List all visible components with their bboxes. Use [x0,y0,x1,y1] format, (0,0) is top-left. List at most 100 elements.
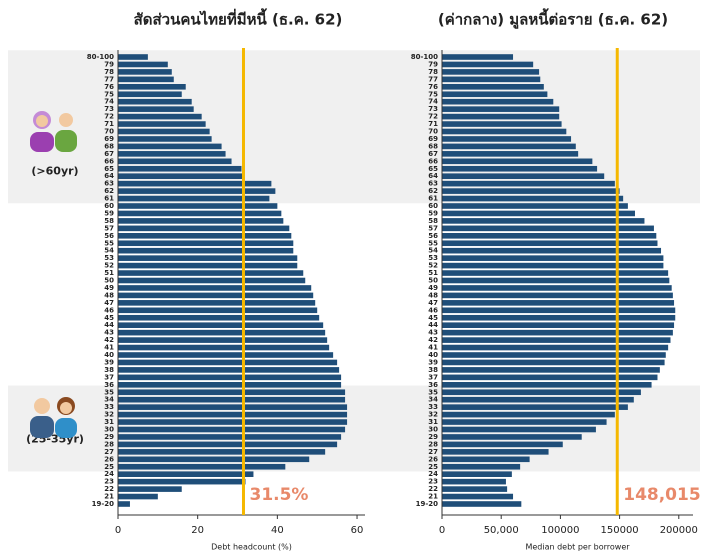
x-tick-label: 40 [271,525,284,536]
bar [118,91,182,98]
y-tick-label: 27 [428,448,438,456]
y-tick-label: 53 [428,254,438,262]
bar [118,389,346,396]
bar [118,136,212,142]
y-tick-label: 30 [428,426,438,434]
bar [442,382,652,388]
y-tick-label: 24 [428,470,438,478]
y-tick-label: 70 [428,128,438,136]
bar [118,337,328,343]
y-tick-label: 27 [104,448,114,456]
bar [118,493,158,500]
y-tick-label: 38 [104,366,114,374]
bar [442,396,634,403]
bar [442,195,624,202]
y-tick-label: 76 [104,83,114,91]
bar [118,188,276,194]
bar [442,352,666,358]
y-tick-label: 33 [104,403,114,411]
bar [442,337,671,343]
bar [118,165,242,172]
bar [118,151,226,157]
bar [442,374,658,381]
y-tick-label: 23 [428,478,438,486]
y-tick-label: 39 [428,358,438,366]
plots: สัดส่วนคนไทยที่มีหนี้ (ธ.ค. 62)80-100797… [87,8,701,552]
bar [118,203,278,209]
y-tick-label: 64 [428,172,438,180]
bar [442,367,660,373]
y-tick-label: 47 [104,299,114,307]
bar [118,128,210,135]
bar [442,233,657,239]
bar [442,478,506,485]
y-tick-label: 21 [104,493,114,501]
y-tick-label: 52 [428,262,438,270]
bar [118,471,254,477]
y-tick-label: 30 [104,426,114,434]
y-tick-label: 79 [104,60,114,68]
x-tick-label: 200000 [660,525,698,536]
bar [118,314,320,321]
y-tick-label: 39 [104,358,114,366]
bar [442,277,670,284]
y-tick-label: 75 [428,90,438,98]
bar [442,98,554,105]
y-tick-label: 80-100 [87,53,114,61]
bar [442,106,560,112]
y-tick-label: 21 [428,493,438,501]
bar [118,106,194,112]
y-tick-label: 46 [104,306,114,314]
y-tick-label: 66 [104,157,114,165]
icon [36,115,48,127]
bar [118,441,338,448]
y-tick-label: 26 [428,455,438,463]
bar [118,456,310,463]
y-tick-label: 77 [428,75,438,83]
y-tick-label: 55 [104,239,114,247]
y-tick-label: 68 [428,142,438,150]
bar [118,419,348,425]
y-tick-label: 37 [104,373,114,381]
y-tick-label: 79 [428,60,438,68]
bar [118,329,326,336]
bar [118,367,340,373]
bar [442,359,665,366]
y-tick-label: 66 [428,157,438,165]
bar [118,501,130,507]
y-tick-label: 63 [104,180,114,188]
bar [118,121,206,127]
bar [118,76,174,83]
y-tick-label: 44 [104,321,114,329]
bar [118,69,172,75]
bar [442,314,676,321]
y-tick-label: 42 [104,336,114,344]
bar [442,91,548,98]
chart-title: (ค่ากลาง) มูลหนี้ต่อราย (ธ.ค. 62) [438,8,668,30]
y-tick-label: 64 [104,172,114,180]
y-tick-label: 76 [428,83,438,91]
bar [442,285,672,291]
bar [442,411,615,418]
bar [118,285,312,291]
bar [118,210,282,217]
icon [55,418,77,438]
y-tick-label: 59 [104,209,114,217]
bar [442,180,615,187]
y-tick-label: 56 [104,232,114,240]
bar [442,54,514,60]
y-tick-label: 80-100 [411,53,438,61]
bar [118,277,306,284]
y-tick-label: 45 [104,314,114,322]
bar [442,128,567,135]
icons-young [30,397,77,438]
bar [442,471,512,477]
bar [442,292,673,299]
bar [442,449,549,455]
bar [442,188,620,194]
bar [442,121,562,127]
y-tick-label: 69 [428,135,438,143]
y-tick-label: 65 [428,165,438,173]
reference-label: 148,015 [623,485,700,505]
y-tick-label: 41 [428,344,438,352]
